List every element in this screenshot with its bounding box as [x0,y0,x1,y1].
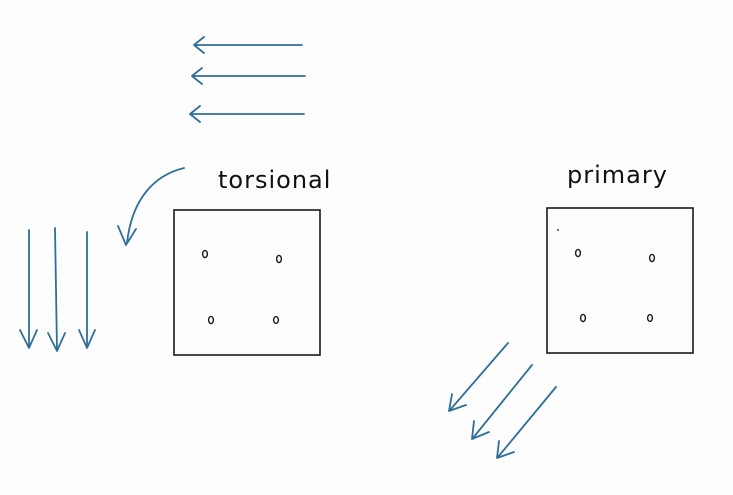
primary-group: primary [448,161,694,459]
left-arrow-2 [191,67,306,85]
primary-box [546,207,694,354]
down-arrow-1 [19,229,38,349]
bolt-hole [272,315,280,325]
primary-label: primary [567,161,668,189]
stray-mark [557,229,559,231]
left-arrow-1 [193,36,303,54]
bolt-hole [648,253,656,263]
bolt-hole [579,313,587,323]
left-arrow-3 [189,105,305,123]
diagonal-arrow-1 [448,342,509,412]
torsional-box [173,209,321,356]
bolt-hole [275,254,283,264]
down-arrow-2 [47,227,66,352]
torsional-label: torsional [218,166,331,194]
diagonal-arrow-3 [496,386,557,459]
down-arrow-3 [78,231,96,349]
curved-arrow [117,167,185,246]
diagonal-arrow-2 [471,364,533,440]
bolt-hole [207,315,215,325]
bolt-hole [574,248,582,258]
torsional-group: torsional [19,36,331,356]
bolt-hole [201,249,209,259]
bolt-hole [646,313,654,323]
